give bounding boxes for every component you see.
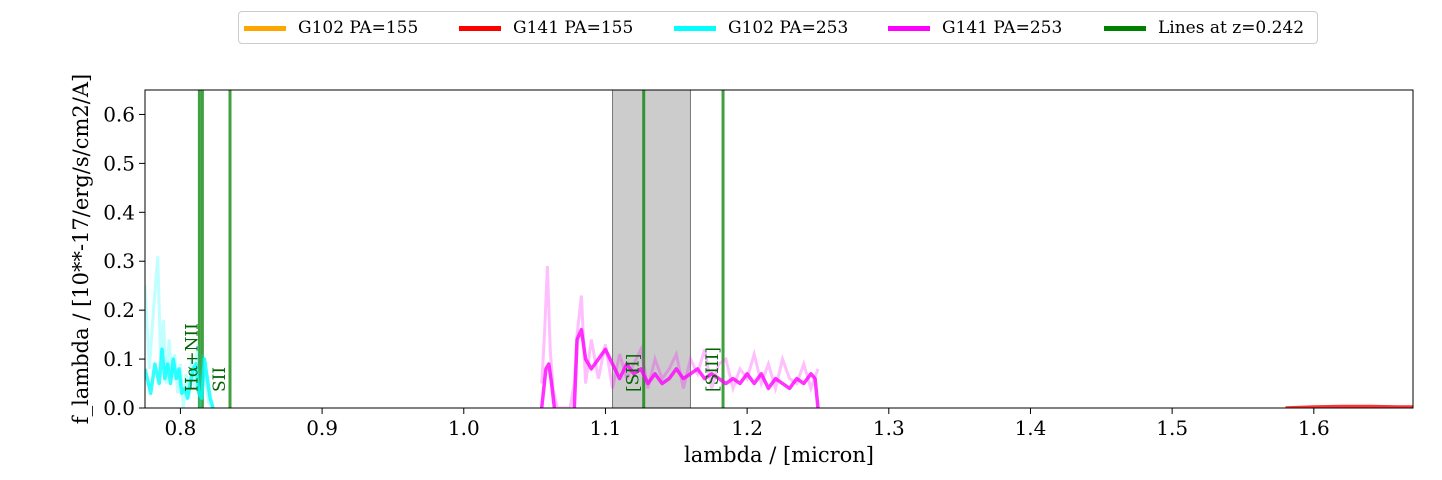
- plot-area: [145, 90, 1413, 408]
- x-tick-label: 1.5: [1156, 416, 1188, 440]
- y-tick-label: 0.3: [103, 249, 135, 273]
- series-line: [539, 327, 820, 408]
- emission-line-label: [SIII]: [703, 347, 723, 392]
- x-tick-label: 0.8: [165, 416, 197, 440]
- emission-line-label: SII: [210, 367, 230, 392]
- legend-label: G102 PA=155: [298, 18, 419, 38]
- x-tick-label: 1.6: [1298, 416, 1330, 440]
- plot-frame: [144, 89, 1414, 409]
- series-line: [1285, 404, 1413, 408]
- legend-label: G141 PA=155: [513, 18, 634, 38]
- x-tick-label: 1.3: [873, 416, 905, 440]
- legend-item-g102-pa253: G102 PA=253: [674, 18, 848, 38]
- legend-label: Lines at z=0.242: [1158, 18, 1305, 38]
- legend-item-g102-pa155: G102 PA=155: [244, 18, 418, 38]
- y-axis-label: f_lambda / [10**-17/erg/s/cm2/A]: [69, 74, 93, 424]
- legend-item-g141-pa155: G141 PA=155: [459, 18, 633, 38]
- y-tick-label: 0.2: [103, 298, 135, 322]
- legend: G102 PA=155 G141 PA=155 G102 PA=253 G141…: [238, 11, 1318, 44]
- series-noisy-line: [540, 266, 820, 408]
- x-tick-label: 1.4: [1015, 416, 1047, 440]
- legend-item-lines: Lines at z=0.242: [1104, 18, 1304, 38]
- excluded-region: [612, 90, 691, 408]
- x-axis-label: lambda / [micron]: [684, 443, 874, 467]
- legend-swatch-magenta: [888, 25, 930, 31]
- legend-swatch-orange: [244, 25, 286, 31]
- emission-line-label: Hα+NII: [182, 323, 202, 392]
- series-line: [145, 347, 215, 408]
- legend-swatch-red: [459, 25, 501, 31]
- legend-label: G102 PA=253: [728, 18, 849, 38]
- y-tick-label: 0.4: [103, 200, 135, 224]
- legend-item-g141-pa253: G141 PA=253: [888, 18, 1062, 38]
- y-tick-label: 0.1: [103, 347, 135, 371]
- y-tick-label: 0.5: [103, 151, 135, 175]
- legend-label: G141 PA=253: [942, 18, 1063, 38]
- y-tick-label: 0.6: [103, 102, 135, 126]
- x-tick-label: 1.1: [590, 416, 622, 440]
- x-tick-label: 1.2: [731, 416, 763, 440]
- x-tick-label: 0.9: [306, 416, 338, 440]
- y-tick-label: 0.0: [103, 396, 135, 420]
- axis-ticks: Hα+NII SII [SII] [SIII] 0.8 0.9 1.0 1.1 1.2 1.3 1.…: [103, 102, 1330, 440]
- emission-line-label: [SII]: [624, 354, 644, 392]
- legend-swatch-green: [1104, 25, 1146, 31]
- x-tick-label: 1.0: [448, 416, 480, 440]
- legend-swatch-cyan: [674, 25, 716, 31]
